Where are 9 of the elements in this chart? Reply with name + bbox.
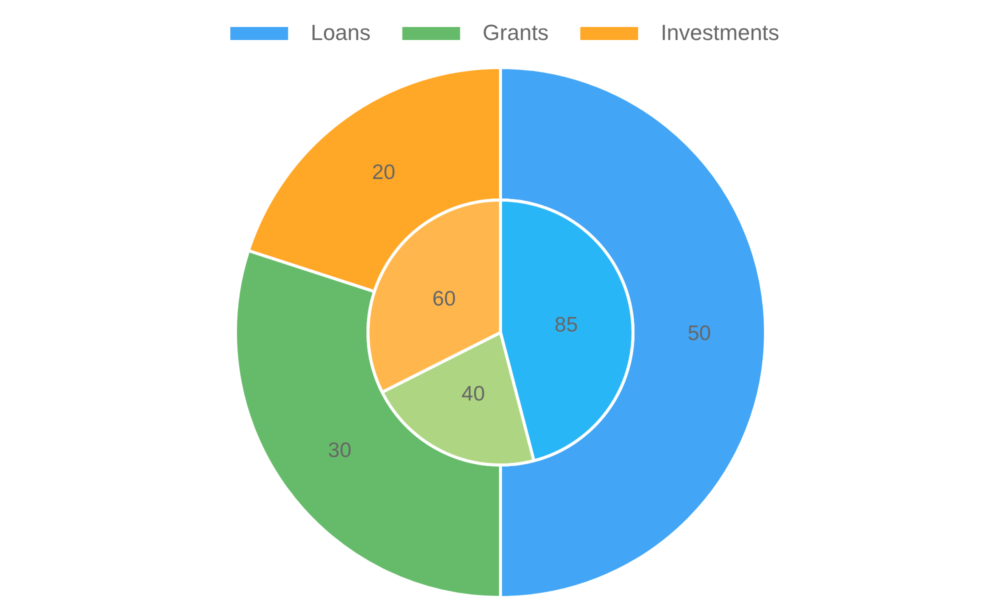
data-label: 60 [432,287,456,310]
data-label: 20 [372,161,396,184]
legend-label: Grants [482,20,549,46]
data-label: 30 [328,438,352,462]
legend-label: Loans [310,20,371,46]
data-label: 40 [462,382,485,406]
data-label: 85 [554,314,578,337]
data-label: 50 [688,322,711,345]
legend-label: Investments [660,20,780,46]
